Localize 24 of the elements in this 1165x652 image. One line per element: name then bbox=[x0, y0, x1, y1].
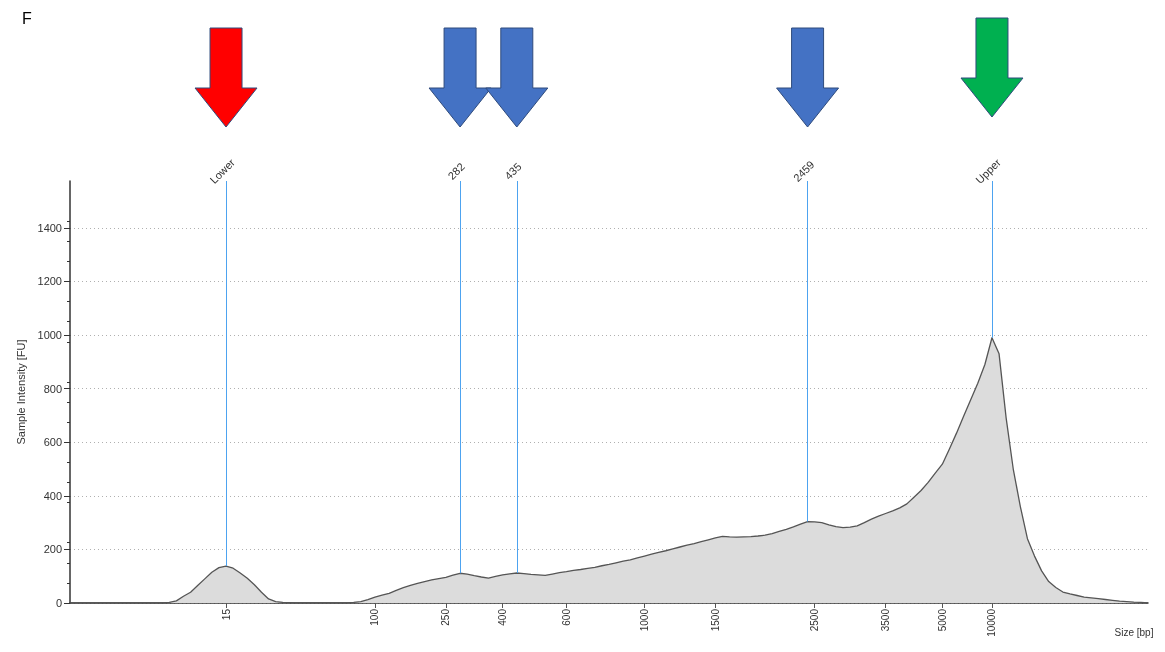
x-tick-label: 250 bbox=[440, 608, 452, 626]
x-axis-title: Size [bp] bbox=[1114, 626, 1154, 638]
annotation: 282 bbox=[445, 160, 467, 182]
y-axis-title: Sample Intensity [FU] bbox=[14, 339, 27, 445]
x-tick-label: 100 bbox=[369, 608, 381, 626]
y-tick-label: 1000 bbox=[37, 329, 62, 342]
x-tick-label: 1500 bbox=[709, 608, 721, 632]
x-tick-label: 15 bbox=[220, 608, 232, 621]
y-tick-label: 200 bbox=[43, 543, 62, 556]
y-tick-label: 400 bbox=[43, 489, 62, 502]
x-tick-label: 1000 bbox=[638, 608, 650, 632]
x-tick-label: 3500 bbox=[880, 608, 892, 632]
y-tick-label: 0 bbox=[55, 597, 62, 609]
x-tick-label: 5000 bbox=[936, 608, 948, 632]
y-tick-label: 1200 bbox=[37, 275, 62, 288]
annotation: 435 bbox=[502, 160, 524, 182]
x-tick-label: 10000 bbox=[986, 608, 998, 637]
x-tick-label: 400 bbox=[497, 608, 509, 626]
y-tick-label: 800 bbox=[43, 382, 62, 395]
x-tick-label: 600 bbox=[560, 608, 572, 626]
y-tick-label: 600 bbox=[43, 436, 62, 449]
x-tick-label: 2500 bbox=[809, 608, 821, 632]
text: F bbox=[22, 9, 32, 27]
y-tick-label: 1400 bbox=[37, 221, 62, 234]
